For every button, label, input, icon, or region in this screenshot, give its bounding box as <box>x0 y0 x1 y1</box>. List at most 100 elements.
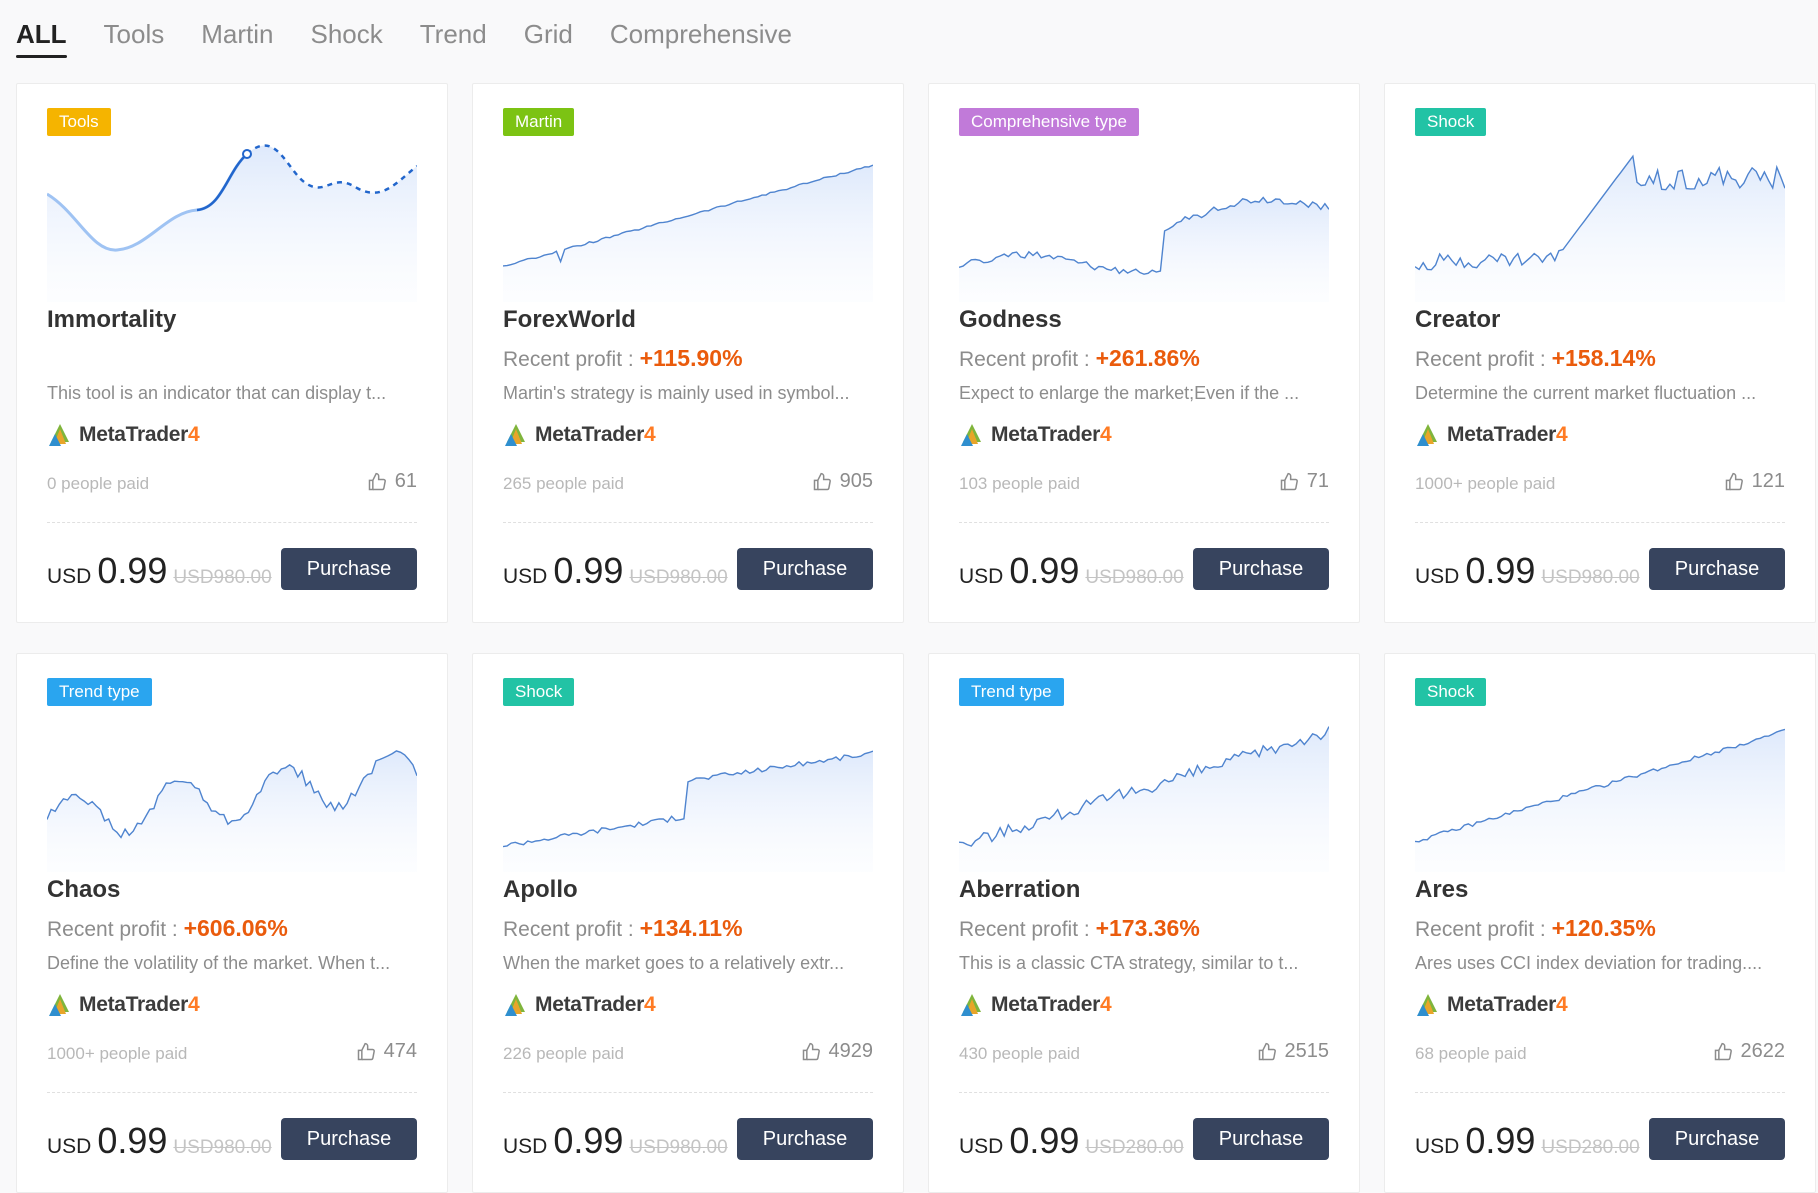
profit-chart-svg <box>959 196 1329 302</box>
purchase-button[interactable]: Purchase <box>281 1118 417 1160</box>
divider <box>959 1092 1329 1093</box>
price-value: 0.99 <box>1009 550 1080 591</box>
strategy-name[interactable]: Creator <box>1415 306 1501 333</box>
strategy-description: Determine the current market fluctuation… <box>1415 383 1757 403</box>
chart-line <box>1415 154 1785 271</box>
tab-tools[interactable]: Tools <box>103 18 165 49</box>
strategy-card[interactable]: Shock Creator Recent profit : +158.14% D… <box>1384 83 1816 623</box>
purchase-button[interactable]: Purchase <box>281 548 417 590</box>
category-badge: Trend type <box>47 678 152 706</box>
platform-name: MetaTrader4 <box>1447 993 1568 1016</box>
strategy-name[interactable]: Aberration <box>959 876 1081 903</box>
tab-comprehensive[interactable]: Comprehensive <box>609 18 792 49</box>
metatrader-icon <box>961 424 981 446</box>
strategy-name[interactable]: Chaos <box>47 876 121 903</box>
strategy-card[interactable]: Trend type Chaos Recent profit : +606.06… <box>16 653 448 1193</box>
strategy-name[interactable]: ForexWorld <box>503 306 636 333</box>
strategy-description: Define the volatility of the market. Whe… <box>47 953 391 973</box>
tab-shock[interactable]: Shock <box>310 18 383 49</box>
purchase-button[interactable]: Purchase <box>1649 548 1785 590</box>
tab-trend[interactable]: Trend <box>419 18 487 49</box>
strategy-card[interactable]: Shock Ares Recent profit : +120.35% Ares… <box>1384 653 1816 1193</box>
recent-profit: Recent profit : +158.14% <box>1415 345 1656 372</box>
strategy-card[interactable]: Trend type Aberration Recent profit : +1… <box>928 653 1360 1193</box>
strategy-description: Ares uses CCI index deviation for tradin… <box>1415 953 1763 973</box>
price-block: USD 0.99 USD280.00 <box>959 1120 1184 1162</box>
strategy-name[interactable]: Ares <box>1415 876 1469 903</box>
purchase-button[interactable]: Purchase <box>1649 1118 1785 1160</box>
chart-area <box>1415 156 1785 302</box>
price-block: USD 0.99 USD980.00 <box>47 550 272 592</box>
metatrader-icon <box>49 994 69 1016</box>
chart-area <box>959 197 1329 302</box>
people-paid: 103 people paid <box>959 474 1081 493</box>
profit-chart <box>503 132 873 302</box>
recent-profit-label: Recent profit : <box>1415 918 1552 941</box>
purchase-button[interactable]: Purchase <box>1193 548 1329 590</box>
like-button[interactable]: 2515 <box>1257 1040 1330 1063</box>
recent-profit-value: +120.35% <box>1551 915 1656 941</box>
chart-point <box>242 149 252 159</box>
original-price: USD280.00 <box>1541 1137 1640 1158</box>
platform-name: MetaTrader4 <box>535 993 656 1016</box>
platform-name: MetaTrader4 <box>79 993 200 1016</box>
profit-chart-svg <box>503 164 873 302</box>
price-value: 0.99 <box>1465 550 1536 591</box>
tab-grid[interactable]: Grid <box>523 18 573 49</box>
strategy-card[interactable]: Comprehensive type Godness Recent profit… <box>928 83 1360 623</box>
like-button[interactable]: 121 <box>1724 470 1785 493</box>
strategy-card[interactable]: Tools Immortality Recent profit : This t… <box>16 83 448 623</box>
price-value: 0.99 <box>97 1120 168 1161</box>
recent-profit-value: +115.90% <box>639 345 743 371</box>
metatrader-icon <box>49 424 69 446</box>
category-badge: Trend type <box>959 678 1064 706</box>
currency-label: USD <box>1415 565 1460 588</box>
strategy-card[interactable]: Shock Apollo Recent profit : +134.11% Wh… <box>472 653 904 1193</box>
like-button[interactable]: 61 <box>367 470 417 493</box>
tab-all[interactable]: ALL <box>16 5 67 58</box>
strategy-card[interactable]: Martin ForexWorld Recent profit : +115.9… <box>472 83 904 623</box>
purchase-button[interactable]: Purchase <box>737 1118 873 1160</box>
like-count: 61 <box>394 470 417 492</box>
recent-profit-label: Recent profit : <box>503 918 640 941</box>
profit-chart-svg <box>959 726 1329 872</box>
platform-logo: MetaTrader4 <box>503 420 656 450</box>
chart-line-projection <box>246 144 417 194</box>
divider <box>1415 522 1785 523</box>
platform-logo: MetaTrader4 <box>1415 420 1568 450</box>
platform-name: MetaTrader4 <box>79 423 200 446</box>
like-button[interactable]: 905 <box>812 470 873 493</box>
category-tabs: ALL Tools Martin Shock Trend Grid Comprehensiv… <box>16 0 829 62</box>
like-button[interactable]: 4929 <box>801 1040 874 1063</box>
recent-profit-label: Recent profit : <box>47 918 184 941</box>
people-paid: 226 people paid <box>503 1044 625 1063</box>
like-button[interactable]: 474 <box>356 1040 417 1063</box>
thumbs-up-icon <box>802 1042 820 1060</box>
chart-area <box>959 726 1329 872</box>
strategy-name[interactable]: Apollo <box>503 876 578 903</box>
currency-label: USD <box>503 565 548 588</box>
profit-chart <box>1415 702 1785 872</box>
profit-chart-svg <box>47 750 417 872</box>
original-price: USD980.00 <box>1541 567 1640 588</box>
people-paid: 265 people paid <box>503 474 625 493</box>
category-badge: Shock <box>1415 108 1487 136</box>
tab-martin[interactable]: Martin <box>201 18 274 49</box>
purchase-button[interactable]: Purchase <box>1193 1118 1329 1160</box>
recent-profit-label: Recent profit : <box>1415 348 1552 371</box>
divider <box>47 1092 417 1093</box>
chart-line <box>959 726 1329 847</box>
purchase-button[interactable]: Purchase <box>737 548 873 590</box>
like-button[interactable]: 2622 <box>1713 1040 1785 1063</box>
like-count: 4929 <box>828 1040 874 1062</box>
platform-name: MetaTrader4 <box>991 423 1112 446</box>
like-button[interactable]: 71 <box>1279 470 1329 493</box>
original-price: USD980.00 <box>629 1137 728 1158</box>
platform-name: MetaTrader4 <box>1447 423 1568 446</box>
chart-area <box>503 751 873 872</box>
like-count: 2515 <box>1284 1040 1330 1062</box>
original-price: USD980.00 <box>173 1137 272 1158</box>
strategy-name[interactable]: Godness <box>959 306 1062 333</box>
strategy-name[interactable]: Immortality <box>47 306 177 333</box>
metatrader-icon <box>961 994 981 1016</box>
